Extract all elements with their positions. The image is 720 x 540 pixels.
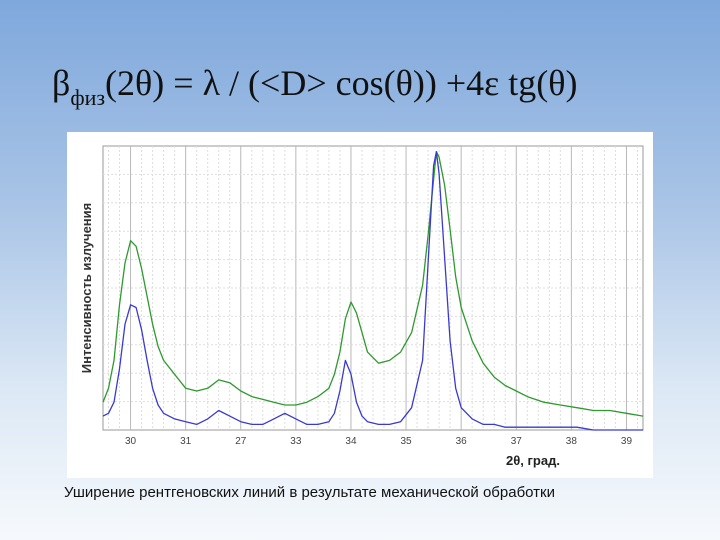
x-tick-label: 27 [235, 436, 247, 447]
x-tick-label: 35 [400, 436, 412, 447]
x-tick-label: 36 [456, 436, 468, 447]
grid-lines [103, 146, 643, 430]
formula-subscript: физ [70, 85, 106, 110]
x-tick-label: 30 [125, 436, 137, 447]
x-tick-label: 37 [511, 436, 523, 447]
series-group [102, 151, 644, 431]
x-tick-label: 39 [621, 436, 633, 447]
formula-beta: β [52, 63, 71, 103]
x-tick-label: 31 [180, 436, 192, 447]
x-axis-label: 2θ, град. [506, 453, 560, 468]
y-axis-label: Интенсивность излучения [79, 203, 94, 374]
x-tick-labels: 30 31 27 33 34 35 36 37 38 39 [125, 436, 632, 447]
chart-panel: 30 31 27 33 34 35 36 37 38 39 Интенсивность излуч… [67, 132, 653, 478]
formula-body: (2θ) = λ / (<D> cos(θ)) +4ε tg(θ) [105, 63, 578, 103]
series-line-green [102, 151, 644, 417]
xrd-chart: 30 31 27 33 34 35 36 37 38 39 Интенсивность излуч… [79, 145, 644, 468]
x-tick-label: 34 [345, 436, 357, 447]
formula-title: βфиз(2θ) = λ / (<D> cos(θ)) +4ε tg(θ) [52, 62, 578, 110]
slide-caption: Уширение рентгеновских линий в результат… [64, 484, 555, 501]
series-line-blue [102, 151, 643, 431]
x-tick-label: 38 [566, 436, 578, 447]
x-tick-label: 33 [290, 436, 302, 447]
